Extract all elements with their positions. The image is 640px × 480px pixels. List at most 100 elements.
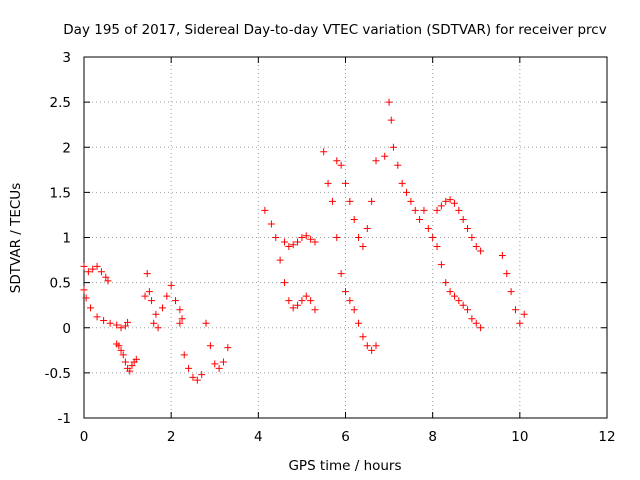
y-tick-label: 2.5	[50, 95, 71, 111]
data-point	[100, 317, 108, 325]
data-point	[333, 157, 341, 165]
data-point	[420, 206, 428, 214]
data-point	[346, 297, 354, 305]
data-point	[477, 324, 485, 332]
data-point	[520, 310, 528, 318]
data-point	[389, 143, 397, 151]
data-point	[355, 234, 363, 241]
data-point	[202, 319, 210, 327]
data-point	[337, 270, 345, 278]
data-point	[516, 319, 524, 327]
data-point	[446, 196, 454, 204]
series-arc-9	[420, 206, 485, 332]
data-point	[320, 148, 328, 156]
data-point	[333, 234, 341, 241]
x-tick-label: 6	[341, 429, 350, 445]
data-points	[80, 98, 528, 384]
data-point	[450, 292, 458, 300]
data-point	[280, 238, 288, 246]
data-point	[381, 152, 389, 160]
data-point	[154, 324, 162, 332]
data-point	[298, 234, 306, 241]
series-arc-1b	[80, 286, 132, 332]
data-point	[407, 197, 415, 205]
data-point	[189, 373, 197, 381]
data-point	[124, 318, 132, 326]
data-point	[80, 262, 88, 270]
data-point	[82, 294, 90, 302]
data-point	[285, 297, 293, 305]
data-point	[429, 234, 437, 241]
data-point	[141, 292, 149, 300]
data-point	[359, 243, 367, 251]
y-tick-label: 1	[62, 231, 71, 247]
data-point	[185, 364, 193, 372]
data-point	[442, 279, 450, 287]
data-point	[267, 220, 275, 228]
data-point	[302, 232, 310, 240]
data-point	[411, 206, 419, 214]
data-point	[206, 342, 214, 350]
x-tick-label: 8	[428, 429, 437, 445]
data-point	[272, 234, 280, 241]
x-tick-label: 2	[167, 429, 176, 445]
data-point	[280, 279, 288, 287]
data-point	[152, 310, 160, 318]
data-point	[311, 238, 319, 246]
data-point	[302, 292, 310, 300]
data-point	[145, 288, 153, 296]
data-point	[324, 179, 332, 187]
data-point	[387, 116, 395, 124]
data-point	[472, 243, 480, 251]
data-point	[464, 224, 472, 232]
data-point	[104, 277, 112, 285]
data-point	[106, 319, 114, 327]
data-point	[113, 321, 121, 329]
series-arc-1a	[80, 262, 112, 285]
data-point	[176, 319, 184, 327]
data-point	[215, 364, 223, 372]
data-point	[143, 270, 151, 278]
data-point	[355, 319, 363, 327]
series-arc-11	[498, 252, 528, 327]
data-point	[84, 268, 92, 276]
data-point	[468, 315, 476, 323]
data-point	[368, 197, 376, 205]
data-point	[372, 342, 380, 350]
series-arc-5	[280, 232, 319, 251]
data-point	[307, 235, 315, 243]
axis-ticks: 0 2 4 6 8 10 12 -1 -0.5 0 0.5 1 1.5 2 2.5 3	[45, 50, 616, 445]
data-point	[97, 268, 105, 276]
data-point	[368, 346, 376, 354]
data-point	[198, 371, 206, 379]
data-point	[394, 161, 402, 169]
y-tick-label: 1.5	[50, 185, 71, 201]
data-point	[398, 179, 406, 187]
data-point	[298, 297, 306, 305]
data-point	[176, 306, 184, 314]
y-tick-label: 0	[62, 321, 71, 337]
data-point	[433, 206, 441, 214]
data-point	[89, 265, 97, 273]
y-tick-label: -0.5	[45, 366, 71, 382]
data-point	[350, 215, 358, 223]
data-point	[167, 281, 175, 289]
data-point	[87, 304, 95, 312]
data-point	[117, 324, 125, 332]
y-tick-label: -1	[58, 411, 71, 427]
data-point	[403, 188, 411, 196]
data-point	[128, 362, 136, 370]
data-point	[311, 306, 319, 314]
data-point	[346, 197, 354, 205]
data-point	[424, 224, 432, 232]
data-point	[158, 304, 166, 312]
data-point	[385, 98, 393, 106]
data-point	[148, 297, 156, 305]
x-tick-label: 0	[80, 429, 89, 445]
data-point	[80, 286, 88, 294]
data-point	[115, 342, 123, 350]
data-point	[342, 288, 349, 296]
y-tick-label: 2	[62, 140, 71, 156]
data-point	[294, 238, 302, 246]
